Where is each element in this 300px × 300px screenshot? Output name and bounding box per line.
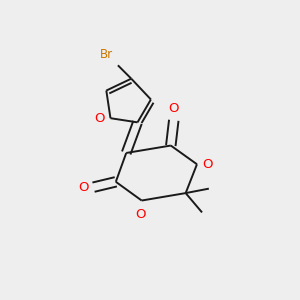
Text: Br: Br — [100, 48, 113, 61]
Text: O: O — [202, 158, 213, 171]
Text: O: O — [79, 181, 89, 194]
Text: O: O — [135, 208, 146, 221]
Text: O: O — [169, 102, 179, 115]
Text: O: O — [94, 112, 105, 125]
